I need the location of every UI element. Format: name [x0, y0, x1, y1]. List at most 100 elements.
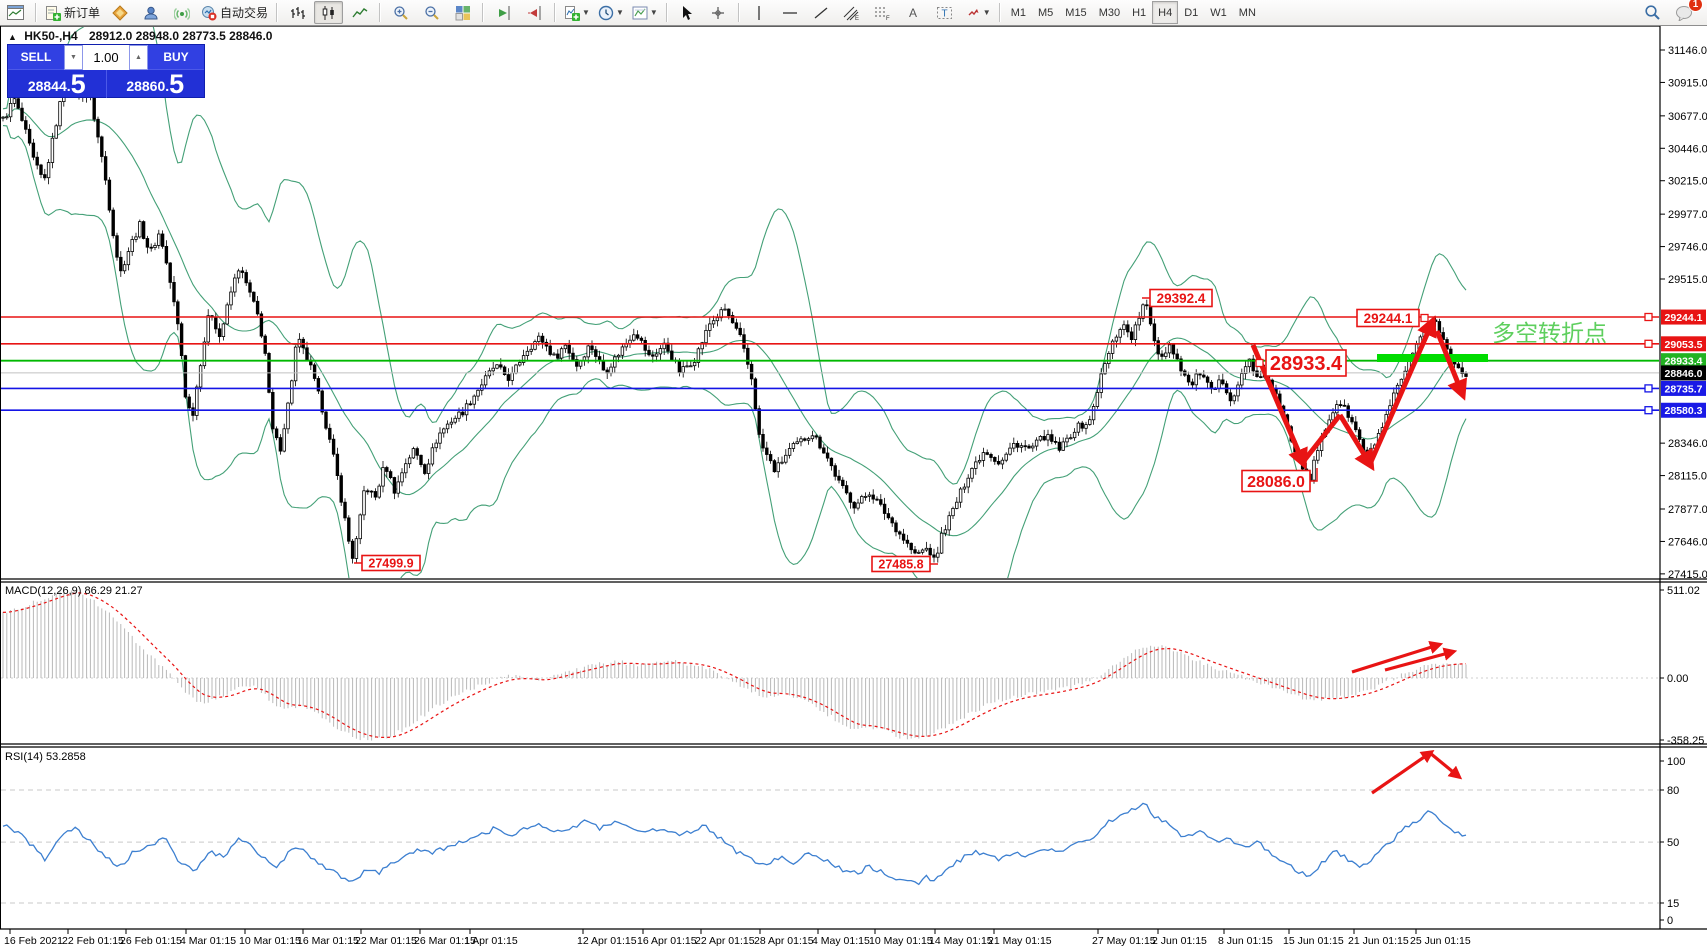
candlestick-chart-button[interactable] — [314, 1, 344, 24]
svg-text:15 Jun 01:15: 15 Jun 01:15 — [1283, 935, 1344, 947]
text-button[interactable]: A — [900, 1, 929, 24]
svg-text:10 Mar 01:15: 10 Mar 01:15 — [239, 935, 301, 947]
vertical-line-button[interactable] — [745, 1, 774, 24]
price-label-box[interactable]: 28086.0 — [1241, 468, 1318, 493]
svg-text:30915.0: 30915.0 — [1668, 77, 1707, 89]
community-button[interactable] — [136, 1, 165, 24]
horizontal-lines[interactable] — [1, 312, 1659, 415]
timeframe-button-M1[interactable]: M1 — [1010, 6, 1026, 19]
chart-shift-button[interactable] — [520, 1, 549, 24]
price-axis[interactable]: 31146.0 30915.0 30677.0 30446.0 30215.0 29977… — [1660, 45, 1707, 927]
svg-text:29053.5: 29053.5 — [1665, 339, 1703, 351]
chevron-down-icon: ▼ — [615, 8, 624, 17]
trendline-icon — [814, 7, 828, 18]
timeframe-button-M30[interactable]: M30 — [1098, 6, 1121, 19]
periods-button[interactable]: ▼ — [595, 1, 627, 24]
lot-decrease-button[interactable]: ▼ — [64, 45, 83, 70]
svg-text:26 Mar 01:15: 26 Mar 01:15 — [414, 935, 476, 947]
sell-button[interactable]: SELL — [8, 45, 64, 70]
red-arrow[interactable] — [1337, 413, 1375, 472]
zoom-out-button[interactable] — [417, 1, 446, 24]
svg-text:29244.1: 29244.1 — [1665, 312, 1703, 324]
line-chart-button[interactable] — [345, 1, 374, 24]
horizontal-line-button[interactable] — [776, 1, 805, 24]
lot-size-input[interactable] — [83, 45, 129, 70]
red-arrow[interactable] — [1428, 751, 1463, 780]
price-label-box[interactable]: 27499.9 — [354, 554, 421, 572]
signals-button[interactable] — [167, 1, 196, 24]
chart-shift-icon — [527, 5, 541, 20]
new-order-button[interactable]: 新订单 — [42, 1, 103, 24]
buy-price[interactable]: 28860. 5 — [107, 70, 205, 98]
crosshair-button[interactable] — [704, 1, 733, 24]
price-label-box[interactable]: 27485.8 — [871, 555, 938, 573]
svg-text:F: F — [886, 16, 890, 21]
line-handle[interactable] — [1644, 384, 1653, 393]
timeframe-button-D1[interactable]: D1 — [1184, 6, 1199, 19]
auto-scroll-button[interactable] — [489, 1, 518, 24]
chart-window-button[interactable] — [1, 1, 30, 24]
search-button[interactable] — [1638, 1, 1667, 24]
buy-price-main: 28860. — [126, 78, 170, 94]
price-label-box[interactable]: 28933.4 — [1255, 349, 1347, 377]
text-label-button[interactable]: T — [931, 1, 960, 24]
red-arrow[interactable] — [1371, 749, 1435, 795]
notifications-button[interactable]: 1 — [1669, 0, 1703, 24]
price-label-box[interactable]: 29244.1 — [1356, 308, 1429, 328]
collapse-panel-icon[interactable]: ▲ — [8, 32, 17, 42]
price-tag — [1661, 336, 1706, 352]
red-arrow[interactable] — [1384, 647, 1458, 672]
mql-editor-icon — [111, 4, 128, 21]
timeframe-button-MN[interactable]: MN — [1238, 6, 1256, 19]
bar-chart-button[interactable] — [283, 1, 312, 24]
svg-text:100: 100 — [1667, 756, 1685, 768]
svg-text:29244.1: 29244.1 — [1364, 311, 1413, 326]
sell-price-main: 28844. — [27, 78, 71, 94]
timeframe-button-H4[interactable]: H4 — [1152, 1, 1179, 24]
timeframe-button-H1[interactable]: H1 — [1132, 6, 1147, 19]
zoom-in-button[interactable] — [386, 1, 415, 24]
red-arrow[interactable] — [1351, 641, 1444, 674]
red-arrow[interactable] — [1301, 413, 1342, 464]
indicators-icon — [565, 5, 581, 21]
svg-text:27415.0: 27415.0 — [1668, 569, 1707, 581]
lot-increase-button[interactable]: ▲ — [129, 45, 148, 70]
svg-text:27646.0: 27646.0 — [1668, 536, 1707, 548]
turning-point-text[interactable]: 多空转折点 — [1492, 320, 1607, 346]
red-arrow[interactable] — [1434, 330, 1468, 401]
equidistant-channel-button[interactable]: E — [838, 1, 867, 24]
svg-text:T: T — [942, 8, 948, 19]
svg-text:30677.0: 30677.0 — [1668, 111, 1707, 123]
mql-editor-button[interactable] — [105, 1, 134, 24]
price-tag — [1661, 309, 1706, 325]
rsi-indicator-label: RSI(14) 53.2858 — [5, 751, 86, 763]
svg-text:21 May 01:15: 21 May 01:15 — [988, 935, 1052, 947]
trendline-button[interactable] — [807, 1, 836, 24]
price-tag — [1661, 353, 1706, 369]
fibonacci-button[interactable]: F — [869, 1, 898, 24]
red-arrow[interactable] — [1367, 315, 1437, 466]
green-trend-segment[interactable] — [1377, 354, 1488, 362]
line-handle[interactable] — [1644, 406, 1653, 415]
line-handle[interactable] — [1644, 312, 1653, 322]
clock-icon — [598, 5, 614, 20]
price-label-box[interactable]: 29392.4 — [1142, 288, 1213, 308]
sell-price[interactable]: 28844. 5 — [8, 70, 107, 98]
line-handle[interactable] — [1644, 339, 1653, 348]
indicators-button[interactable]: ▼ — [561, 1, 593, 24]
svg-text:28580.3: 28580.3 — [1665, 405, 1703, 417]
chart-annotations[interactable]: 多空转折点 29392.4 29244.1 28933.4 28086.0 27499.9… — [354, 288, 1607, 795]
arrows-button[interactable]: ▼ — [962, 1, 994, 24]
templates-button[interactable]: ▼ — [629, 1, 661, 24]
buy-button[interactable]: BUY — [148, 45, 204, 70]
timeframe-button-M5[interactable]: M5 — [1038, 6, 1054, 19]
svg-text:28846.0: 28846.0 — [1665, 368, 1703, 380]
cursor-button[interactable] — [673, 1, 702, 24]
timeframe-button-M15[interactable]: M15 — [1065, 6, 1087, 19]
toolbar-separator — [554, 3, 557, 22]
auto-trading-button[interactable]: 自动交易 — [198, 1, 271, 24]
tile-windows-button[interactable] — [448, 1, 477, 24]
timeframe-button-W1[interactable]: W1 — [1210, 6, 1227, 19]
